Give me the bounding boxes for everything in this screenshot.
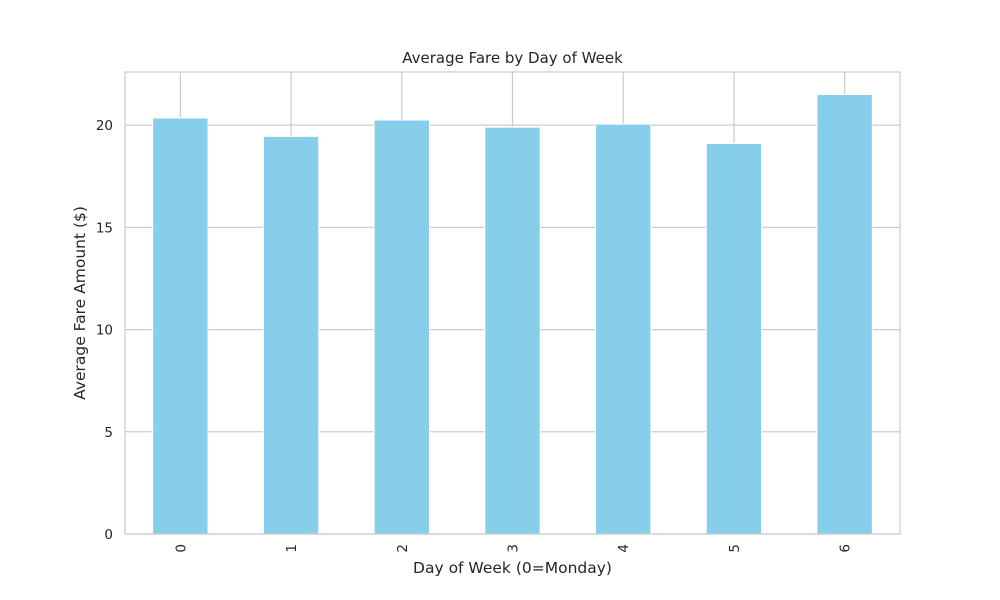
bar [373, 119, 430, 535]
x-tick-label: 2 [395, 544, 411, 553]
plot-frame [124, 71, 901, 535]
y-axis-label: Average Fare Amount ($) [71, 206, 89, 400]
bar [705, 143, 763, 535]
x-tick-label: 4 [616, 544, 632, 553]
bar [816, 93, 873, 535]
y-tick-label: 0 [104, 527, 113, 543]
bar [262, 135, 320, 535]
x-tick-label: 3 [506, 544, 522, 553]
y-tick-label: 5 [104, 425, 113, 441]
x-tick-label: 6 [838, 544, 854, 553]
y-tick-label: 10 [96, 323, 113, 339]
y-tick-label: 20 [96, 118, 113, 134]
x-tick-label: 0 [173, 544, 189, 553]
bar [484, 126, 541, 535]
x-tick-label: 1 [284, 544, 300, 553]
bar [595, 123, 652, 535]
bar [152, 117, 209, 535]
x-tick-labels: 0 1 2 3 4 5 6 [173, 544, 853, 553]
chart-title: Average Fare by Day of Week [402, 49, 623, 67]
x-axis-label: Day of Week (0=Monday) [413, 559, 612, 577]
y-tick-labels: 0 5 10 15 20 [96, 118, 113, 543]
bars [152, 93, 873, 535]
y-tick-label: 15 [96, 220, 113, 236]
x-tick-label: 5 [727, 544, 743, 553]
